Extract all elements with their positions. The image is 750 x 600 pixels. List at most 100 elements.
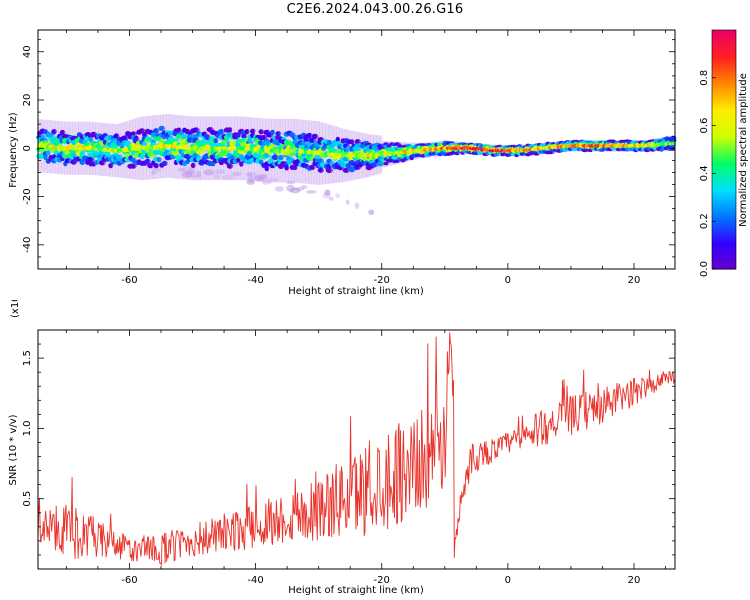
heatmap-cell xyxy=(247,176,255,183)
colorbar-tick-label: 0.4 xyxy=(699,165,710,181)
heatmap-cell xyxy=(217,129,226,135)
heatmap-cell xyxy=(317,167,325,173)
heatmap-cell xyxy=(264,165,270,172)
heatmap-cell xyxy=(267,177,273,185)
heatmap-cell xyxy=(213,138,219,144)
heatmap-cell xyxy=(213,174,220,179)
x-tick-label: -20 xyxy=(374,275,390,286)
heatmap-cell xyxy=(172,150,180,157)
heatmap-cell xyxy=(246,172,253,178)
snr-x-label: Height of straight line (km) xyxy=(288,585,424,596)
y-tick-label: 20 xyxy=(22,94,33,107)
heatmap-cell xyxy=(335,136,341,142)
heatmap-cell xyxy=(386,144,392,149)
heatmap-cell xyxy=(368,209,375,215)
heatmap-cell xyxy=(246,179,255,185)
x-tick-label: -60 xyxy=(121,275,137,286)
heatmap-cell xyxy=(43,154,48,160)
heatmap-cell xyxy=(150,171,156,175)
x-tick-label: 0 xyxy=(505,275,511,286)
heatmap-cell xyxy=(204,134,210,140)
spectrogram-y-label: Frequency (Hz) xyxy=(8,112,19,188)
heatmap-cell xyxy=(275,131,282,137)
heatmap-cell xyxy=(227,127,233,133)
heatmap-cell xyxy=(184,170,195,175)
heatmap-cell xyxy=(383,161,389,166)
y-tick-label: 1.5 xyxy=(22,350,33,366)
y-tick-label: 40 xyxy=(22,45,33,58)
heatmap-cell xyxy=(203,169,215,176)
heatmap-cell xyxy=(47,132,55,138)
heatmap-cell xyxy=(261,179,270,185)
heatmap-cell xyxy=(247,137,253,143)
heatmap-cell xyxy=(129,131,138,137)
heatmap-cell xyxy=(244,129,250,135)
y-tick-label: 0.5 xyxy=(22,491,33,507)
heatmap-cell xyxy=(345,199,350,205)
heatmap-cell xyxy=(151,167,162,173)
heatmap-cell xyxy=(79,159,86,165)
heatmap-cell xyxy=(153,163,160,169)
colorbar-tick-label: 0.8 xyxy=(699,70,710,86)
heatmap-cell xyxy=(190,162,196,168)
heatmap-cell xyxy=(271,178,279,182)
x-tick-label: 20 xyxy=(628,275,641,286)
heatmap-cell xyxy=(278,154,285,161)
colorbar-tick-label: 0.6 xyxy=(699,118,710,134)
spectrogram-plot-area xyxy=(36,114,677,215)
heatmap-cell xyxy=(342,167,351,173)
heatmap-cell xyxy=(324,189,331,196)
x-tick-label: -40 xyxy=(247,275,263,286)
snr-plot-area xyxy=(37,332,675,566)
heatmap-cell xyxy=(354,202,360,210)
snr-y-axis: 0.5 1.0 1.5 xyxy=(22,343,675,556)
snr-y-multiplier-base: (x10 xyxy=(10,300,21,318)
heatmap-cell xyxy=(178,167,186,172)
heatmap-cell xyxy=(258,129,265,135)
heatmap-cell xyxy=(142,141,148,147)
heatmap-cell xyxy=(270,129,275,135)
heatmap-cell xyxy=(306,132,313,139)
heatmap-cell xyxy=(376,161,385,167)
colorbar-tick-label: 0.2 xyxy=(699,213,710,229)
heatmap-cell xyxy=(108,163,114,169)
heatmap-cell xyxy=(188,167,195,174)
heatmap-cell xyxy=(303,136,311,142)
heatmap-cell xyxy=(158,125,166,131)
heatmap-cell xyxy=(88,137,94,143)
heatmap-cell xyxy=(153,128,160,134)
heatmap-cell xyxy=(349,139,355,145)
heatmap-cell xyxy=(300,185,308,189)
heatmap-cell xyxy=(186,174,197,178)
x-tick-label: -40 xyxy=(247,575,263,586)
heatmap-cell xyxy=(183,166,191,172)
figure-title: C2E6.2024.043.00.26.G16 xyxy=(286,2,464,17)
x-tick-label: 20 xyxy=(628,575,641,586)
heatmap-cell xyxy=(322,193,331,199)
heatmap-cell xyxy=(309,164,316,170)
y-tick-label: -20 xyxy=(22,188,33,204)
y-tick-label: 1.0 xyxy=(22,420,33,436)
heatmap-cell xyxy=(51,129,57,135)
heatmap-cell xyxy=(241,133,247,140)
heatmap-cell xyxy=(294,187,305,191)
heatmap-cell xyxy=(293,164,298,170)
heatmap-cell xyxy=(191,174,202,178)
heatmap-cell xyxy=(271,154,280,160)
snr-frame xyxy=(37,329,676,570)
snr-series-line xyxy=(37,332,675,566)
heatmap-cell xyxy=(105,150,111,156)
colorbar-label: Normalized spectral amplitude xyxy=(738,73,749,227)
heatmap-cell xyxy=(222,174,234,180)
y-tick-label: -40 xyxy=(22,237,33,253)
heatmap-cell xyxy=(87,156,95,162)
heatmap-cell xyxy=(239,161,244,167)
heatmap-cell xyxy=(59,129,66,136)
heatmap-cell xyxy=(144,158,151,164)
heatmap-cell xyxy=(195,170,202,177)
heatmap-cell xyxy=(214,169,226,174)
heatmap-cell xyxy=(311,133,319,139)
spectrogram-chart: -60 -40 -20 0 20 -40 -20 0 20 40 Height of strai… xyxy=(8,29,749,297)
heatmap-cell xyxy=(289,187,301,194)
heatmap-cell xyxy=(670,147,676,151)
